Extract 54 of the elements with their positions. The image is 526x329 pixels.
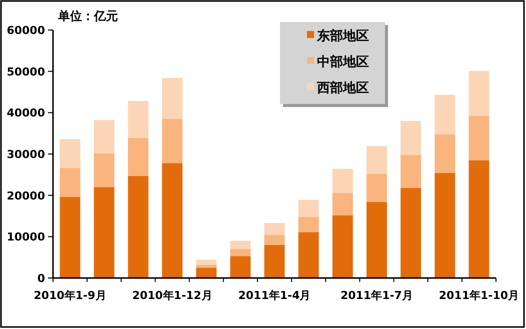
bar: [434, 134, 456, 174]
y-axis-title: 单位：亿元: [57, 9, 118, 23]
x-tick-label: 2010年1-12月: [132, 289, 212, 302]
bar: [128, 101, 148, 138]
bar: [264, 244, 285, 278]
legend-label: 中部地区: [317, 54, 369, 70]
bar: [366, 202, 387, 278]
bar: [298, 232, 319, 278]
bar: [94, 153, 114, 188]
bar: [60, 139, 80, 168]
y-tick-label: 30000: [6, 148, 46, 161]
bar: [60, 196, 80, 278]
bar: [196, 268, 217, 278]
bar: [94, 187, 114, 278]
bar: [366, 146, 387, 174]
bar: [162, 78, 182, 119]
bar: [366, 174, 387, 202]
y-tick-label: 10000: [6, 230, 46, 244]
bar: [162, 118, 182, 164]
bar: [400, 120, 422, 155]
y-tick-label: 50000: [6, 65, 46, 78]
bar: [162, 163, 182, 278]
y-tick-label: 0: [37, 272, 46, 285]
bar: [264, 235, 285, 245]
bar: [230, 240, 251, 250]
bar: [230, 256, 251, 278]
bar: [298, 216, 319, 232]
bar: [298, 200, 319, 217]
x-tick-label: 2010年1-9月: [34, 289, 106, 302]
legend-label: 东部地区: [316, 28, 369, 44]
bar: [400, 154, 422, 188]
bar: [468, 116, 490, 160]
x-tick-label: 2011年1-4月: [238, 289, 311, 302]
bar: [94, 120, 114, 154]
bar: [264, 223, 285, 236]
bar: [196, 260, 217, 265]
bar: [400, 188, 422, 278]
bar: [230, 249, 251, 256]
y-tick-label: 40000: [6, 106, 46, 120]
bar: [332, 215, 353, 278]
bar: [468, 160, 490, 278]
y-tick-label: 20000: [6, 189, 46, 202]
bar: [332, 168, 353, 193]
bar: [60, 168, 80, 197]
bar: [128, 138, 148, 176]
x-tick-label: 2011年1-7月: [340, 289, 413, 302]
y-tick-label: 60000: [6, 24, 46, 37]
x-tick-label: 2011年1-10月: [438, 289, 520, 302]
bar: [434, 173, 456, 278]
bar: [434, 94, 456, 134]
legend-label: 西部地区: [316, 80, 369, 96]
bar: [332, 192, 353, 216]
bar: [468, 70, 490, 116]
bar: [128, 176, 148, 278]
